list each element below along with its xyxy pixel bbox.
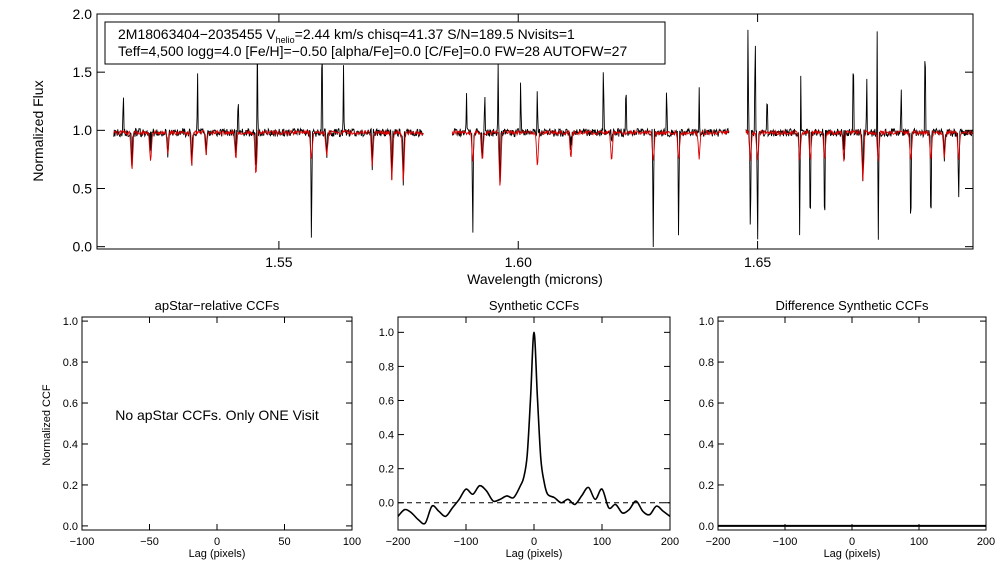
apstar-ccf-title: apStar−relative CCFs	[155, 298, 280, 313]
spectrum-y-tick-label: 0.0	[73, 239, 93, 255]
difference-ccf-x-tick-label: 100	[910, 536, 928, 548]
apstar-ccf-x-axis-label: Lag (pixels)	[189, 548, 246, 560]
difference-ccf-x-tick-label: 200	[977, 536, 995, 548]
spectrum-x-tick-label: 1.65	[744, 254, 771, 270]
spectrum-annotation-box	[104, 21, 666, 65]
synthetic-ccf-panel: −200 −100 0 100 200 0.0 0.2 0.4 0.6 0.8 1.0 Synthe…	[379, 298, 679, 560]
apstar-ccf-y-tick-label: 0.8	[63, 357, 78, 369]
spectrum-y-tick-label: 2.0	[73, 6, 93, 22]
synthetic-ccf-frame	[397, 316, 671, 531]
apstar-ccf-y-tick-label: 1.0	[63, 316, 78, 328]
spectrum-model-line	[745, 128, 973, 181]
spectrum-y-tick-label: 1.0	[73, 122, 93, 138]
spectrum-observed-line	[113, 43, 424, 238]
spectrum-observed-line	[451, 62, 730, 248]
synthetic-ccf-y-tick-label: 0.6	[379, 395, 394, 407]
apstar-ccf-x-tick-label: 0	[214, 536, 220, 548]
spectrum-y-tick-label: 1.5	[73, 64, 93, 80]
difference-ccf-x-tick-label: −100	[773, 536, 798, 548]
apstar-ccf-y-tick-label: 0.0	[63, 521, 78, 533]
difference-ccf-y-tick-label: 0.6	[699, 398, 714, 410]
difference-ccf-title: Difference Synthetic CCFs	[776, 298, 929, 313]
difference-ccf-panel: −200 −100 0 100 200 0.0 0.2 0.4 0.6 0.8 1.0 Differ…	[699, 298, 995, 560]
difference-ccf-plot-area: −200 −100 0 100 200 0.0 0.2 0.4 0.6 0.8 1.0	[699, 316, 995, 548]
apstar-ccf-y-tick-label: 0.4	[63, 439, 78, 451]
apstar-ccf-x-tick-label: −50	[140, 536, 159, 548]
synthetic-ccf-x-axis-label: Lag (pixels)	[506, 548, 563, 560]
apstar-ccf-x-tick-label: 100	[343, 536, 361, 548]
difference-ccf-y-tick-label: 1.0	[699, 316, 714, 328]
synthetic-ccf-x-tick-label: 200	[661, 536, 679, 548]
synthetic-ccf-x-tick-label: 0	[531, 536, 537, 548]
synthetic-ccf-x-tick-label: −200	[386, 536, 411, 548]
spectrum-x-tick-label: 1.60	[505, 254, 532, 270]
apstar-ccf-y-tick-label: 0.6	[63, 398, 78, 410]
apstar-ccf-y-axis-label: Normalized CCF	[41, 384, 53, 466]
difference-ccf-frame	[717, 316, 987, 531]
spectrum-y-axis-label: Normalized Flux	[30, 80, 46, 181]
difference-ccf-x-axis-label: Lag (pixels)	[824, 548, 881, 560]
spectrum-observed-line	[745, 29, 973, 240]
spectrum-x-axis-label: Wavelength (microns)	[467, 271, 603, 287]
synthetic-ccf-y-tick-label: 0.8	[379, 361, 394, 373]
apstar-ccf-message: No apStar CCFs. Only ONE Visit	[115, 407, 319, 423]
apstar-ccf-panel: −100 −50 0 50 100 0.0 0.2 0.4 0.6 0.8 1.0 apStar−r…	[41, 298, 361, 560]
synthetic-ccf-title: Synthetic CCFs	[489, 298, 580, 313]
synthetic-ccf-y-tick-label: 0.2	[379, 464, 394, 476]
spectrum-panel: 1.55 1.60 1.65 0.0 0.5 1.0 1.5 2.0 2M18063404−2…	[30, 6, 974, 287]
difference-ccf-y-tick-label: 0.0	[699, 521, 714, 533]
spectrum-y-tick-label: 0.5	[73, 180, 93, 196]
apstar-ccf-frame	[81, 316, 353, 531]
synthetic-ccf-plot-area: −200 −100 0 100 200 0.0 0.2 0.4 0.6 0.8 1.0	[379, 316, 679, 548]
synthetic-ccf-x-tick-label: 100	[593, 536, 611, 548]
synthetic-ccf-y-tick-label: 0.0	[379, 498, 394, 510]
spectrum-frame	[96, 13, 974, 250]
synthetic-ccf-line	[397, 331, 671, 525]
apstar-ccf-x-tick-label: −100	[70, 536, 95, 548]
synthetic-ccf-y-tick-label: 0.4	[379, 429, 394, 441]
spectrum-annotation-line1: 2M18063404−2035455 Vhelio=2.44 km/s chis…	[118, 26, 575, 45]
spectrum-plot-area: 1.55 1.60 1.65 0.0 0.5 1.0 1.5 2.0	[73, 6, 974, 270]
spectrum-annotation-line2: Teff=4,500 logg=4.0 [Fe/H]=−0.50 [alpha/…	[118, 43, 627, 59]
spectrum-model-line	[451, 129, 730, 186]
spectrum-x-tick-label: 1.55	[265, 254, 292, 270]
spectrum-model-line	[113, 129, 424, 182]
apstar-ccf-plot-area: −100 −50 0 50 100 0.0 0.2 0.4 0.6 0.8 1.0	[63, 316, 361, 548]
apstar-ccf-x-tick-label: 50	[278, 536, 290, 548]
difference-ccf-y-tick-label: 0.4	[699, 439, 714, 451]
synthetic-ccf-y-tick-label: 1.0	[379, 327, 394, 339]
apstar-ccf-y-tick-label: 0.2	[63, 480, 78, 492]
difference-ccf-x-tick-label: −200	[706, 536, 731, 548]
difference-ccf-y-tick-label: 0.2	[699, 480, 714, 492]
synthetic-ccf-x-tick-label: −100	[454, 536, 479, 548]
difference-ccf-y-tick-label: 0.8	[699, 357, 714, 369]
difference-ccf-x-tick-label: 0	[849, 536, 855, 548]
